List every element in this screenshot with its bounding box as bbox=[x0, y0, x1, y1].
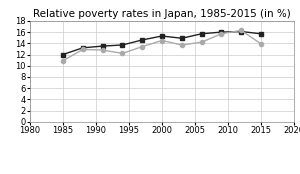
Child poverty rate bbox=[140, 46, 144, 48]
Child poverty rate bbox=[220, 33, 223, 35]
Line: National poverty rate: National poverty rate bbox=[61, 29, 263, 57]
Child poverty rate bbox=[121, 52, 124, 54]
National poverty rate bbox=[200, 33, 203, 35]
National poverty rate bbox=[101, 45, 104, 47]
Child poverty rate bbox=[61, 60, 65, 62]
National poverty rate bbox=[160, 35, 164, 37]
Child poverty rate bbox=[81, 48, 85, 50]
National poverty rate bbox=[121, 44, 124, 46]
National poverty rate bbox=[239, 30, 243, 33]
Child poverty rate bbox=[180, 44, 184, 46]
Child poverty rate bbox=[160, 39, 164, 42]
National poverty rate bbox=[180, 37, 184, 39]
Child poverty rate bbox=[101, 49, 104, 51]
National poverty rate bbox=[259, 33, 263, 35]
National poverty rate bbox=[61, 53, 65, 56]
National poverty rate bbox=[220, 31, 223, 33]
Line: Child poverty rate: Child poverty rate bbox=[61, 28, 263, 63]
Child poverty rate bbox=[200, 41, 203, 43]
National poverty rate bbox=[140, 39, 144, 41]
Child poverty rate bbox=[259, 43, 263, 45]
Title: Relative poverty rates in Japan, 1985-2015 (in %): Relative poverty rates in Japan, 1985-20… bbox=[33, 9, 291, 19]
Child poverty rate bbox=[239, 29, 243, 31]
National poverty rate bbox=[81, 47, 85, 49]
